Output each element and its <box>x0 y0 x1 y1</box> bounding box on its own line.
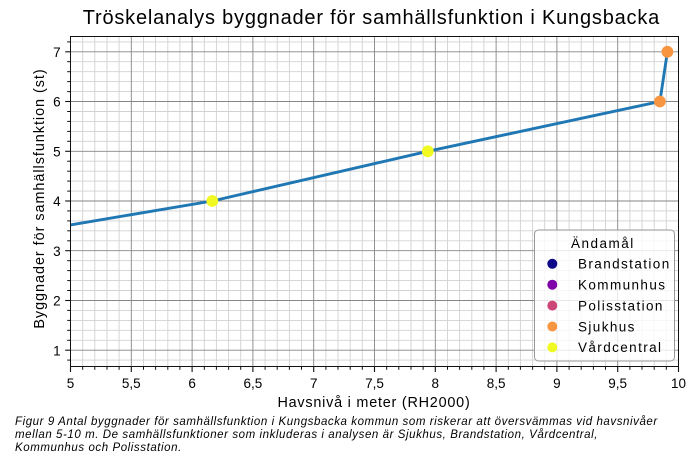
svg-text:Polisstation: Polisstation <box>578 298 664 313</box>
svg-text:Havsnivå i meter (RH2000): Havsnivå i meter (RH2000) <box>277 395 470 411</box>
svg-text:Sjukhus: Sjukhus <box>578 319 636 334</box>
svg-text:6: 6 <box>53 95 61 110</box>
svg-text:Kommunhus: Kommunhus <box>578 278 666 293</box>
svg-text:Tröskelanalys byggnader för sa: Tröskelanalys byggnader för samhällsfunk… <box>83 7 660 29</box>
svg-text:1: 1 <box>53 343 61 358</box>
svg-text:8: 8 <box>432 376 440 391</box>
svg-text:Vårdcentral: Vårdcentral <box>578 340 662 355</box>
svg-text:Byggnader för samhällsfunktion: Byggnader för samhällsfunktion (st) <box>32 68 48 328</box>
svg-text:6: 6 <box>188 376 196 391</box>
svg-text:5: 5 <box>53 144 61 159</box>
svg-text:2: 2 <box>53 294 61 309</box>
svg-text:10: 10 <box>671 376 686 391</box>
svg-text:3: 3 <box>53 244 61 259</box>
svg-text:8,5: 8,5 <box>487 376 506 391</box>
svg-text:6,5: 6,5 <box>244 376 263 391</box>
svg-text:Ändamål: Ändamål <box>571 236 635 251</box>
svg-text:Brandstation: Brandstation <box>578 257 671 272</box>
svg-text:7: 7 <box>53 45 61 60</box>
svg-text:9: 9 <box>553 376 561 391</box>
svg-text:5,5: 5,5 <box>122 376 141 391</box>
svg-text:4: 4 <box>53 194 61 209</box>
svg-text:9,5: 9,5 <box>608 376 627 391</box>
svg-text:7: 7 <box>310 376 318 391</box>
svg-text:5: 5 <box>67 376 75 391</box>
svg-text:7,5: 7,5 <box>365 376 384 391</box>
